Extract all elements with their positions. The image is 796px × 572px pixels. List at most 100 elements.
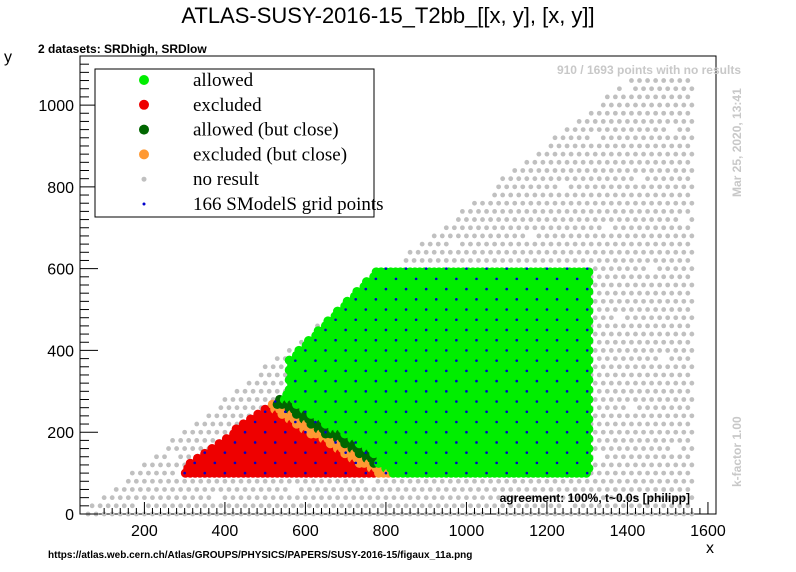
no-result-point — [653, 127, 659, 133]
no-result-point — [568, 135, 574, 141]
no-result-point — [633, 184, 638, 190]
no-result-point — [665, 495, 671, 501]
no-result-point — [677, 372, 683, 378]
no-result-point — [661, 372, 667, 378]
smodels-grid-point — [535, 298, 539, 301]
no-result-point — [641, 102, 646, 108]
no-result-point — [665, 364, 671, 370]
smodels-grid-point — [545, 430, 549, 434]
no-result-point — [359, 478, 365, 484]
no-result-point — [677, 323, 683, 329]
smodels-grid-point — [354, 338, 358, 342]
no-result-point — [242, 487, 248, 492]
no-result-point — [649, 119, 654, 124]
no-result-point — [645, 159, 650, 165]
smodels-grid-point — [394, 461, 398, 465]
no-result-point — [580, 225, 586, 231]
no-result-point — [556, 159, 562, 165]
no-result-point — [568, 495, 574, 501]
smodels-grid-point — [253, 461, 257, 465]
smodels-grid-point — [525, 267, 529, 270]
no-result-point — [146, 487, 151, 492]
no-result-point — [97, 503, 103, 509]
no-result-point — [516, 225, 522, 231]
smodels-grid-point — [324, 410, 327, 414]
no-result-point — [612, 356, 618, 362]
no-result-point — [612, 388, 618, 394]
no-result-point — [612, 274, 618, 280]
no-result-point — [612, 323, 618, 329]
no-result-point — [641, 119, 646, 124]
no-result-point — [242, 388, 248, 394]
no-result-point — [568, 151, 574, 157]
no-result-point — [584, 135, 590, 141]
smodels-grid-point — [465, 267, 468, 270]
no-result-point — [536, 151, 542, 157]
no-result-point — [604, 159, 610, 165]
no-result-point — [520, 478, 526, 484]
no-result-point — [234, 487, 240, 492]
no-result-point — [677, 339, 683, 345]
no-result-point — [250, 405, 256, 411]
no-result-point — [665, 331, 671, 337]
no-result-point — [500, 241, 506, 247]
no-result-point — [133, 478, 139, 484]
no-result-point — [637, 143, 642, 149]
no-result-note: 910 / 1693 points with no results — [557, 63, 741, 77]
no-result-point — [536, 478, 542, 484]
no-result-point — [560, 135, 566, 141]
y-axis-label: y — [4, 49, 12, 66]
no-result-point — [592, 380, 598, 386]
smodels-grid-point — [334, 420, 337, 424]
no-result-point — [673, 495, 679, 501]
no-result-point — [645, 192, 650, 198]
smodels-grid-point — [304, 390, 307, 393]
no-result-point — [548, 143, 554, 149]
no-result-point — [653, 388, 659, 394]
no-result-point — [665, 298, 671, 304]
smodels-grid-point — [545, 369, 549, 373]
smodels-grid-point — [555, 338, 559, 342]
no-result-point — [681, 348, 687, 353]
smodels-grid-point — [545, 287, 549, 291]
no-result-point — [689, 331, 695, 337]
smodels-grid-point — [374, 359, 378, 362]
no-result-point — [661, 307, 667, 312]
no-result-point — [455, 217, 461, 222]
no-result-point — [540, 208, 546, 214]
no-result-point — [230, 478, 236, 484]
smodels-grid-point — [495, 359, 498, 362]
no-result-point — [637, 323, 642, 329]
no-result-point — [572, 225, 578, 231]
no-result-point — [604, 356, 610, 362]
smodels-grid-point — [344, 328, 347, 332]
no-result-point — [451, 225, 457, 231]
no-result-point — [649, 233, 654, 239]
no-result-point — [162, 454, 167, 460]
x-tick-label: 1000 — [449, 523, 485, 540]
no-result-point — [653, 258, 659, 263]
no-result-point — [540, 241, 546, 247]
no-result-point — [182, 446, 188, 451]
no-result-point — [592, 397, 598, 402]
smodels-grid-point — [545, 267, 549, 270]
smodels-grid-point — [394, 420, 398, 424]
no-result-point — [645, 454, 650, 460]
no-result-point — [612, 94, 618, 100]
no-result-point — [552, 184, 558, 190]
smodels-grid-point — [424, 328, 428, 332]
no-result-point — [484, 487, 489, 492]
smodels-grid-point — [515, 359, 519, 362]
no-result-point — [568, 200, 574, 206]
no-result-point — [544, 200, 550, 206]
no-result-point — [657, 429, 663, 435]
smodels-grid-point — [455, 318, 458, 322]
no-result-point — [621, 372, 626, 378]
no-result-point — [218, 421, 224, 427]
smodels-grid-point — [324, 328, 327, 332]
no-result-point — [572, 176, 578, 182]
no-result-point — [633, 348, 638, 353]
no-result-point — [532, 241, 538, 247]
smodels-grid-point — [414, 338, 418, 342]
smodels-grid-point — [505, 471, 508, 475]
